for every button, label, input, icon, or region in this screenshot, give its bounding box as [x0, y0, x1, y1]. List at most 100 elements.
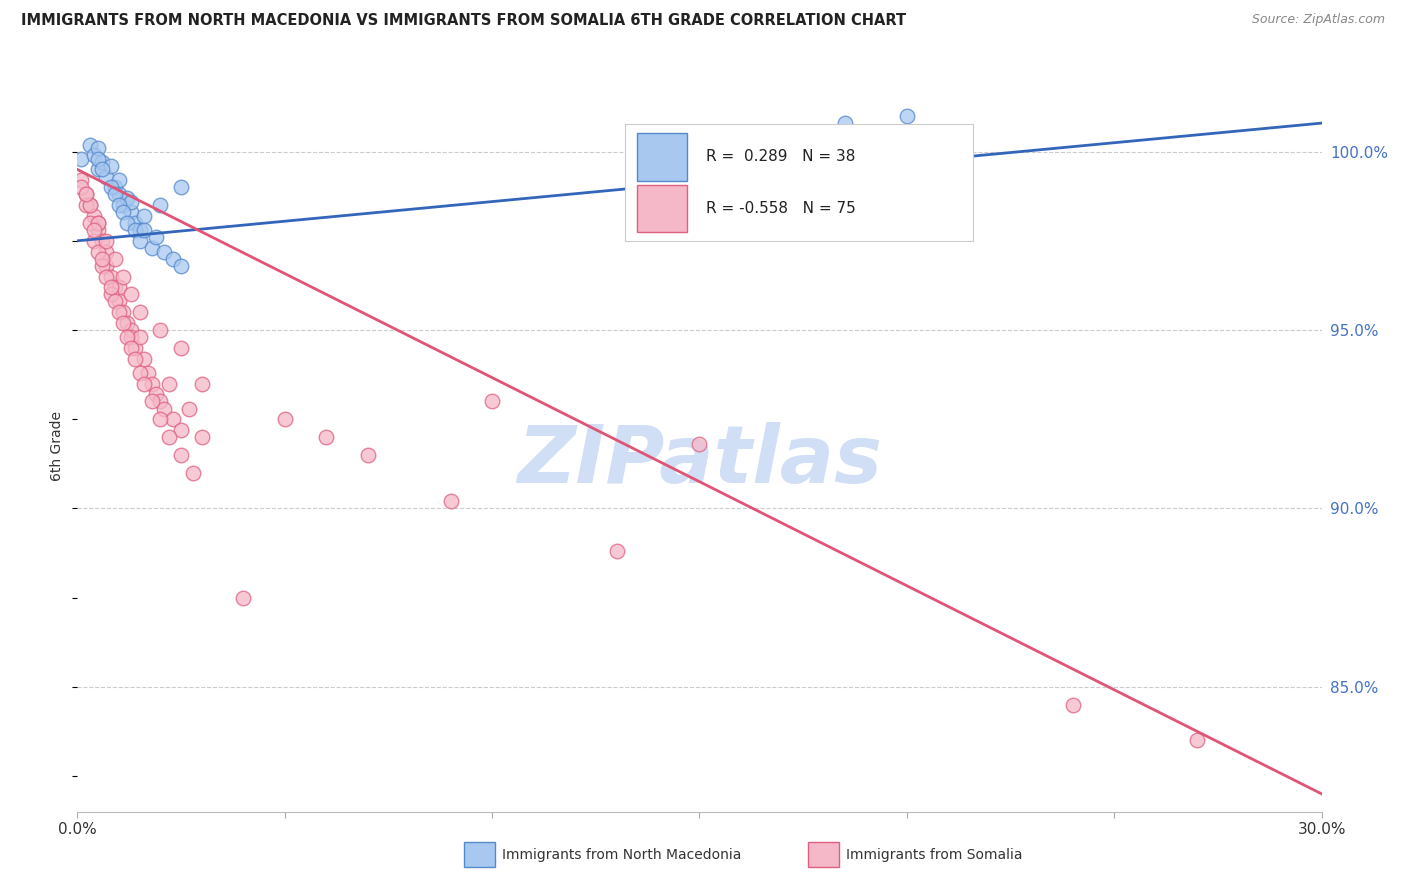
Point: [96, 244, 118, 259]
Point: [1062, 698, 1084, 712]
Text: Source: ZipAtlas.com: Source: ZipAtlas.com: [1251, 13, 1385, 27]
Point: [128, 223, 150, 237]
Point: [70, 173, 93, 187]
Point: [896, 109, 918, 123]
Point: [128, 366, 150, 380]
Point: [772, 127, 794, 141]
Point: [115, 216, 138, 230]
Point: [834, 116, 856, 130]
Point: [170, 259, 193, 273]
Point: [87, 141, 110, 155]
Point: [157, 376, 180, 391]
Point: [111, 198, 134, 212]
Point: [104, 294, 127, 309]
Point: [232, 591, 254, 605]
Point: [100, 287, 122, 301]
Point: [145, 230, 167, 244]
Point: [87, 162, 110, 177]
Point: [124, 351, 146, 366]
Point: [79, 198, 101, 212]
Point: [70, 152, 93, 166]
Point: [115, 316, 138, 330]
Point: [689, 437, 711, 451]
Point: [141, 241, 163, 255]
Text: IMMIGRANTS FROM NORTH MACEDONIA VS IMMIGRANTS FROM SOMALIA 6TH GRADE CORRELATION: IMMIGRANTS FROM NORTH MACEDONIA VS IMMIG…: [21, 13, 907, 29]
Point: [162, 252, 184, 266]
Point: [128, 305, 150, 319]
Point: [91, 155, 114, 169]
Point: [481, 394, 503, 409]
Point: [120, 330, 142, 344]
Point: [111, 316, 134, 330]
Point: [100, 269, 122, 284]
Point: [357, 448, 380, 462]
Point: [153, 401, 176, 416]
Point: [104, 280, 127, 294]
Point: [87, 152, 110, 166]
FancyBboxPatch shape: [637, 133, 688, 181]
Point: [108, 280, 131, 294]
Text: R =  0.289   N = 38: R = 0.289 N = 38: [706, 150, 855, 164]
Point: [83, 148, 105, 162]
FancyBboxPatch shape: [637, 185, 688, 232]
Point: [183, 466, 205, 480]
Text: ZIPatlas: ZIPatlas: [517, 422, 882, 500]
Point: [157, 430, 180, 444]
Point: [120, 287, 142, 301]
Point: [141, 394, 163, 409]
FancyBboxPatch shape: [624, 124, 973, 241]
Point: [96, 269, 118, 284]
Point: [79, 216, 101, 230]
Point: [91, 162, 114, 177]
Point: [170, 448, 193, 462]
Point: [132, 376, 155, 391]
Point: [149, 198, 172, 212]
Point: [124, 216, 146, 230]
Point: [191, 376, 214, 391]
Point: [153, 244, 176, 259]
Point: [170, 423, 193, 437]
Point: [108, 305, 131, 319]
Point: [87, 216, 110, 230]
Point: [132, 351, 155, 366]
Point: [111, 305, 134, 319]
Point: [83, 209, 105, 223]
Point: [100, 180, 122, 194]
Point: [132, 209, 155, 223]
Point: [120, 205, 142, 219]
Point: [96, 169, 118, 184]
Point: [111, 269, 134, 284]
Point: [141, 376, 163, 391]
Point: [104, 180, 127, 194]
Point: [108, 173, 131, 187]
Point: [120, 194, 142, 209]
Y-axis label: 6th Grade: 6th Grade: [51, 411, 65, 481]
Point: [91, 234, 114, 248]
Point: [111, 205, 134, 219]
Point: [96, 259, 118, 273]
Point: [96, 234, 118, 248]
Point: [87, 244, 110, 259]
Point: [108, 198, 131, 212]
Text: Immigrants from Somalia: Immigrants from Somalia: [846, 847, 1024, 862]
Point: [83, 223, 105, 237]
Point: [91, 252, 114, 266]
Point: [128, 234, 150, 248]
Point: [149, 394, 172, 409]
Point: [274, 412, 297, 426]
Point: [315, 430, 337, 444]
Point: [87, 223, 110, 237]
Point: [120, 341, 142, 355]
Point: [124, 341, 146, 355]
Point: [75, 198, 97, 212]
Point: [124, 223, 146, 237]
Point: [100, 159, 122, 173]
Point: [100, 280, 122, 294]
Point: [104, 252, 127, 266]
Point: [128, 330, 150, 344]
Point: [145, 387, 167, 401]
Point: [87, 216, 110, 230]
Point: [440, 494, 463, 508]
Point: [1187, 733, 1209, 747]
Point: [83, 234, 105, 248]
